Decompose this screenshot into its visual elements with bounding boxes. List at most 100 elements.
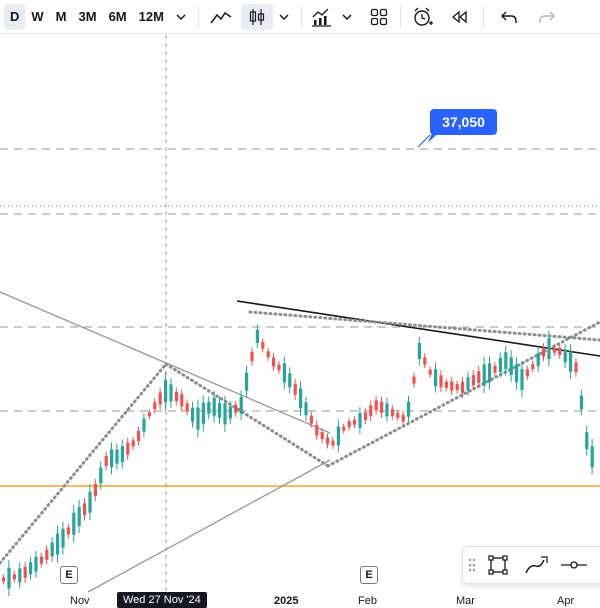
price-chart[interactable] bbox=[0, 35, 600, 600]
candle-body bbox=[455, 384, 459, 391]
timeframe-m[interactable]: M bbox=[55, 8, 67, 24]
candle-body bbox=[342, 426, 346, 431]
candle-body bbox=[2, 577, 6, 582]
timeframe-w[interactable]: W bbox=[31, 8, 44, 24]
indicators-button[interactable] bbox=[308, 4, 336, 30]
x-axis-label: Mar bbox=[456, 595, 475, 607]
indicators-dropdown[interactable] bbox=[336, 4, 358, 30]
crosshair-date-label: Wed 27 Nov '24 bbox=[117, 592, 207, 608]
undo-button[interactable] bbox=[494, 4, 524, 30]
candle-body bbox=[18, 568, 22, 583]
candle-body bbox=[515, 364, 519, 383]
candle-body bbox=[396, 412, 400, 418]
redo-button[interactable] bbox=[532, 4, 562, 30]
candle-body bbox=[385, 403, 389, 417]
candle-body bbox=[439, 375, 443, 388]
chart-type-dropdown[interactable] bbox=[273, 4, 295, 30]
candle-body bbox=[369, 405, 373, 417]
replay-button[interactable] bbox=[445, 4, 477, 30]
candle-body bbox=[293, 383, 297, 395]
x-axis-label: Apr bbox=[557, 595, 575, 607]
candle-body bbox=[390, 408, 394, 416]
trend-line bbox=[0, 291, 331, 434]
timeframe-12m[interactable]: 12M bbox=[138, 8, 164, 24]
candle-body bbox=[180, 394, 184, 407]
candle-body bbox=[412, 376, 416, 384]
price-label[interactable]: 37,050 bbox=[430, 109, 497, 135]
candle-body bbox=[288, 373, 292, 388]
candle-body bbox=[590, 446, 594, 468]
chart-canvas[interactable] bbox=[0, 35, 600, 600]
line-chart-button[interactable] bbox=[205, 4, 237, 30]
timeframe-dropdown[interactable] bbox=[170, 4, 192, 30]
timeframe-3m[interactable]: 3M bbox=[78, 8, 97, 24]
candle-body bbox=[309, 415, 313, 424]
toolbar-divider bbox=[399, 5, 401, 28]
candlestick-button[interactable] bbox=[240, 3, 273, 30]
candle-body bbox=[7, 567, 11, 589]
brush-tool-button[interactable] bbox=[519, 552, 555, 578]
candle-body bbox=[234, 404, 238, 413]
indicators-icon bbox=[311, 8, 331, 27]
candle-body bbox=[191, 407, 195, 422]
candle-body bbox=[110, 449, 114, 468]
candle-body bbox=[428, 369, 432, 375]
alarm-plus-icon bbox=[414, 7, 433, 26]
chevron-down-icon bbox=[342, 13, 352, 20]
candle-body bbox=[147, 412, 151, 417]
candle-body bbox=[196, 407, 200, 430]
layouts-button[interactable] bbox=[364, 4, 394, 30]
candle-body bbox=[137, 431, 141, 441]
candle-body bbox=[39, 556, 43, 564]
line-chart-icon bbox=[210, 11, 232, 23]
x-axis-label: Feb bbox=[358, 595, 377, 607]
earnings-marker[interactable]: E bbox=[360, 566, 378, 584]
chevron-down-icon bbox=[176, 13, 186, 20]
rectangle-tool-button[interactable] bbox=[481, 552, 515, 578]
drag-handle-icon[interactable] bbox=[463, 557, 481, 573]
x-axis-label: Nov bbox=[70, 595, 90, 607]
undo-icon bbox=[500, 11, 517, 23]
trend-line bbox=[87, 459, 331, 593]
candle-body bbox=[320, 432, 324, 440]
candle-body bbox=[126, 442, 130, 455]
candle-body bbox=[34, 556, 38, 572]
candle-body bbox=[120, 446, 124, 463]
trend-line bbox=[236, 300, 600, 357]
line-tool-button[interactable] bbox=[557, 552, 591, 578]
candle-body bbox=[261, 341, 265, 349]
candle-body bbox=[131, 440, 135, 447]
candle-body bbox=[358, 413, 362, 429]
candle-body bbox=[347, 421, 351, 428]
dotted-channel-line bbox=[248, 310, 600, 342]
candle-body bbox=[585, 432, 589, 450]
candle-body bbox=[417, 343, 421, 360]
chevron-down-icon bbox=[279, 13, 289, 20]
price-label-pointer bbox=[417, 134, 431, 148]
candle-body bbox=[142, 418, 146, 432]
candle-body bbox=[23, 566, 27, 578]
candle-body bbox=[466, 377, 470, 391]
candle-body bbox=[255, 329, 259, 343]
candle-body bbox=[450, 381, 454, 391]
candle-body bbox=[504, 352, 508, 370]
candle-body bbox=[444, 381, 448, 388]
candle-body bbox=[525, 369, 529, 377]
candle-body bbox=[536, 353, 540, 367]
dotted-channel-line bbox=[164, 362, 330, 468]
timeframe-d[interactable]: D bbox=[4, 3, 26, 30]
candle-body bbox=[331, 440, 335, 446]
layout-grid-icon bbox=[370, 8, 388, 25]
line-tool-icon bbox=[561, 561, 587, 569]
candle-body bbox=[407, 401, 411, 417]
candle-body bbox=[88, 491, 92, 513]
candle-body bbox=[277, 364, 281, 371]
toolbar-divider bbox=[300, 5, 302, 28]
alert-button[interactable] bbox=[407, 4, 439, 30]
redo-icon bbox=[539, 11, 555, 23]
candle-body bbox=[272, 357, 276, 367]
candle-body bbox=[218, 402, 222, 418]
earnings-marker[interactable]: E bbox=[60, 566, 78, 584]
candle-body bbox=[72, 512, 76, 535]
timeframe-6m[interactable]: 6M bbox=[108, 8, 127, 24]
